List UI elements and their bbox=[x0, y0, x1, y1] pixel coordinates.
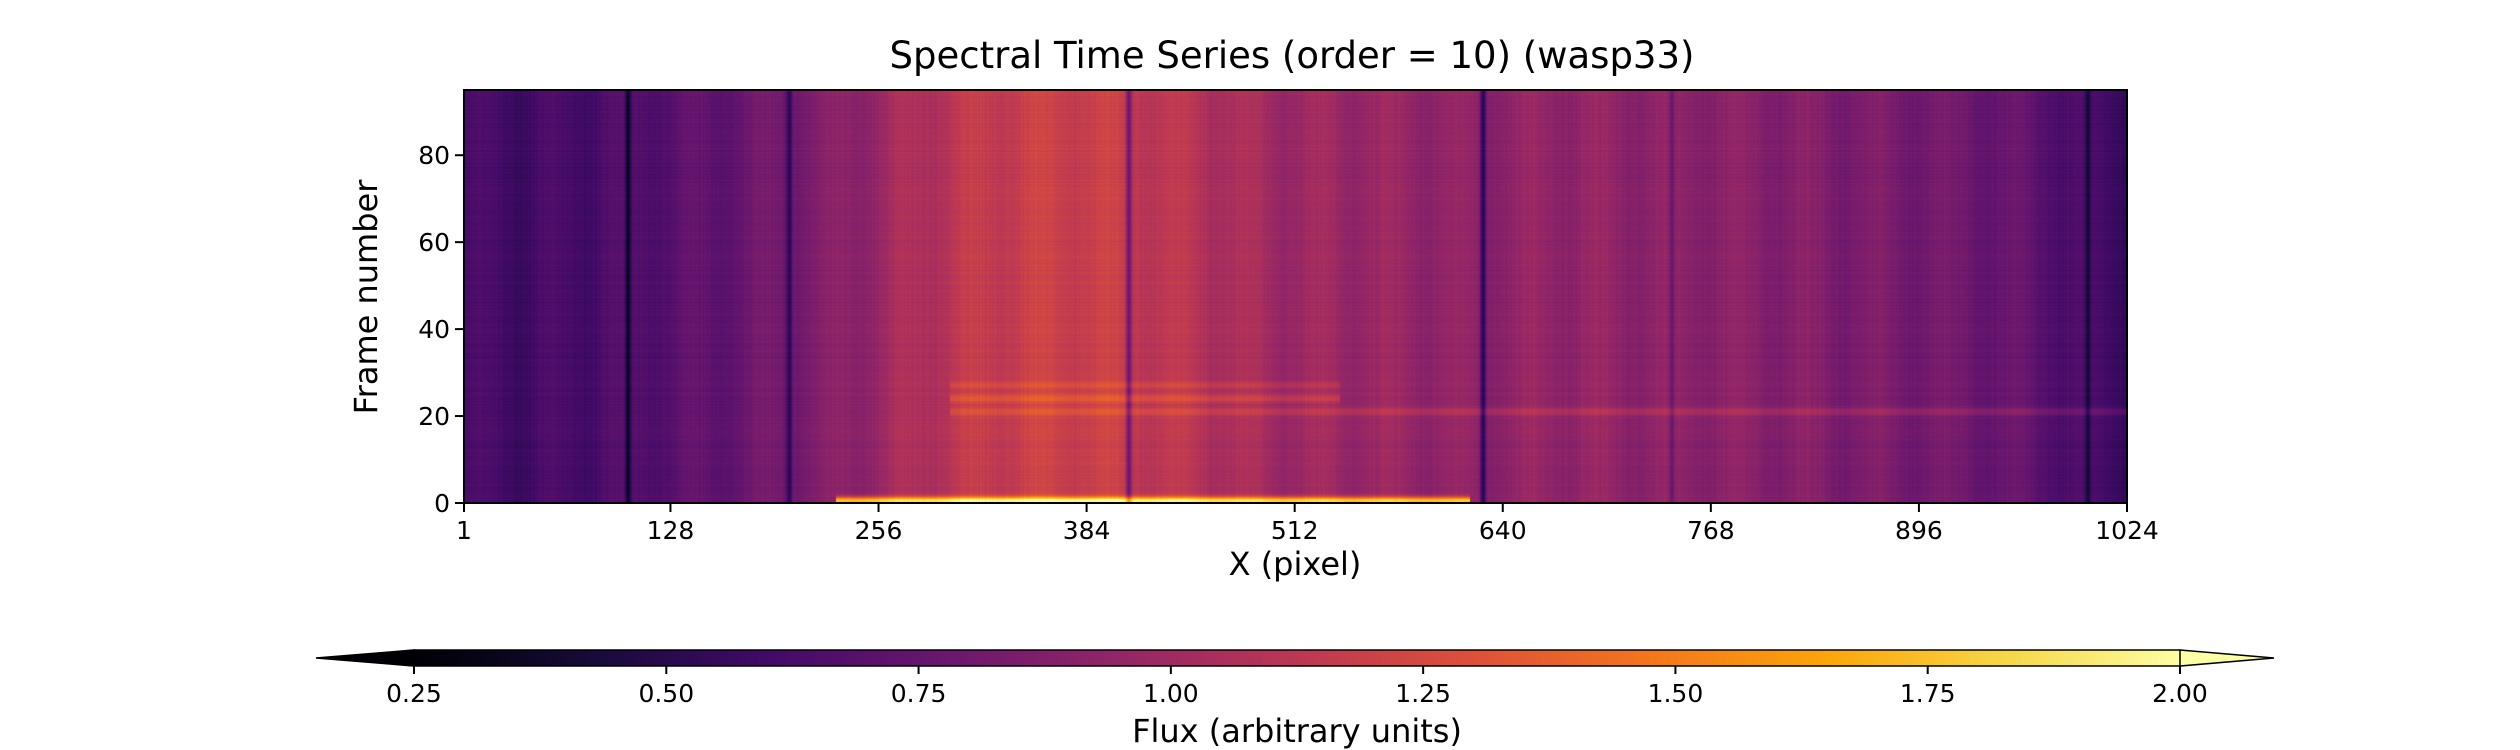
colorbar-body bbox=[414, 650, 2180, 666]
x-tick-label: 256 bbox=[855, 516, 903, 545]
colorbar-tick-label: 0.75 bbox=[891, 679, 947, 708]
y-tick-label: 0 bbox=[434, 489, 450, 518]
colorbar-extend-low bbox=[315, 649, 415, 667]
x-tick-label: 512 bbox=[1271, 516, 1319, 545]
x-tick-label: 640 bbox=[1479, 516, 1527, 545]
y-axis-label: Frame number bbox=[347, 179, 385, 415]
x-tick-label: 384 bbox=[1063, 516, 1111, 545]
heatmap-image bbox=[464, 90, 2127, 503]
y-axis-ticks: 0 20 40 60 80 bbox=[418, 141, 464, 518]
colorbar-tick-label: 1.75 bbox=[1900, 679, 1956, 708]
colorbar-tick-label: 1.25 bbox=[1395, 679, 1451, 708]
x-tick-label: 1 bbox=[456, 516, 472, 545]
y-tick-label: 40 bbox=[418, 315, 450, 344]
x-tick-label: 896 bbox=[1895, 516, 1943, 545]
colorbar-tick-label: 0.50 bbox=[638, 679, 694, 708]
chart-title: Spectral Time Series (order = 10) (wasp3… bbox=[890, 34, 1695, 77]
x-axis-ticks: 1 128 256 384 512 640 768 896 1024 bbox=[456, 503, 2159, 545]
y-tick-label: 20 bbox=[418, 402, 450, 431]
colorbar-ticks: 0.25 0.50 0.75 1.00 1.25 1.50 1.75 2.00 bbox=[386, 666, 2208, 708]
colorbar-label: Flux (arbitrary units) bbox=[1132, 712, 1462, 750]
colorbar-extend-high bbox=[2179, 649, 2275, 667]
x-tick-label: 128 bbox=[647, 516, 695, 545]
colorbar-tick-label: 1.50 bbox=[1648, 679, 1704, 708]
y-tick-label: 60 bbox=[418, 228, 450, 257]
colorbar: 0.25 0.50 0.75 1.00 1.25 1.50 1.75 2.00 Flux (a… bbox=[315, 649, 2275, 750]
colorbar-tick-label: 1.00 bbox=[1143, 679, 1199, 708]
colorbar-tick-label: 0.25 bbox=[386, 679, 442, 708]
x-tick-label: 768 bbox=[1687, 516, 1735, 545]
x-tick-label: 1024 bbox=[2095, 516, 2159, 545]
x-axis-label: X (pixel) bbox=[1229, 545, 1362, 583]
colorbar-tick-label: 2.00 bbox=[2152, 679, 2208, 708]
y-tick-label: 80 bbox=[418, 141, 450, 170]
